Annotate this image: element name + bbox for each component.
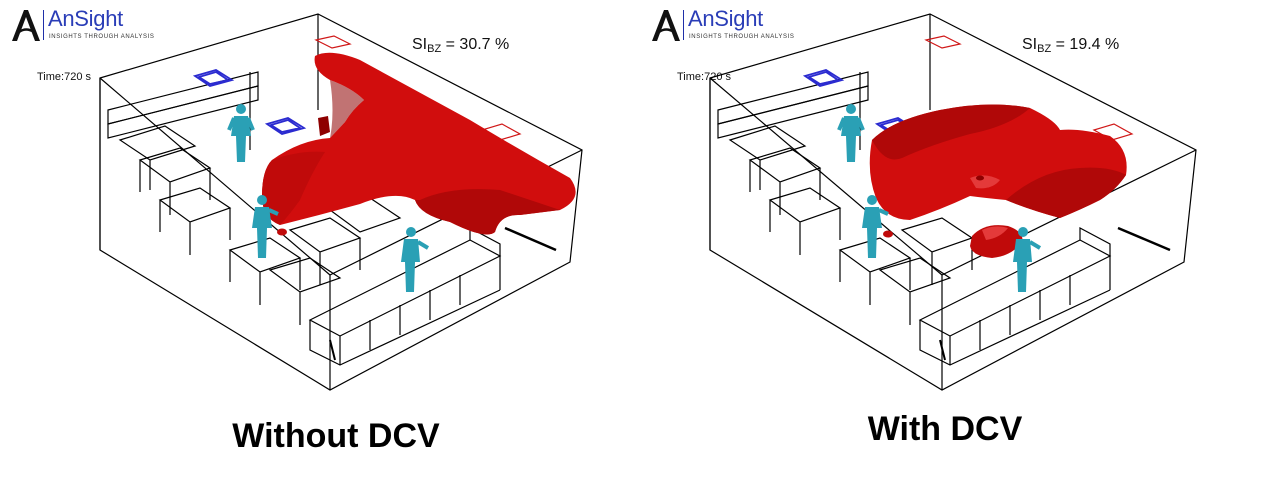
- occupant-1: [837, 104, 865, 162]
- occupant-2: [862, 195, 889, 258]
- caption-with-dcv: With DCV: [867, 410, 1023, 448]
- si-value-label: SIBZ = 19.4 %: [1022, 36, 1119, 55]
- room-wireframe: [99, 13, 583, 391]
- occupant-1: [227, 104, 255, 162]
- si-value: = 19.4 %: [1051, 36, 1120, 53]
- si-prefix: SI: [412, 36, 428, 53]
- logo-separator: [43, 10, 44, 40]
- room-wireframe: [709, 13, 1197, 391]
- si-subscript: BZ: [1037, 43, 1052, 55]
- occupant-3: [1013, 227, 1042, 292]
- si-prefix: SI: [1022, 36, 1038, 53]
- si-value: = 30.7 %: [441, 36, 510, 53]
- room-model: [709, 13, 1197, 391]
- logo-tagline: INSIGHTS THROUGH ANALYSIS: [689, 34, 795, 40]
- logo-tagline: INSIGHTS THROUGH ANALYSIS: [49, 34, 155, 40]
- time-label: Time:720 s: [37, 71, 92, 83]
- logo-separator: [683, 10, 684, 40]
- contaminant-plume: [869, 104, 1127, 258]
- si-value-label: SIBZ = 30.7 %: [412, 36, 509, 55]
- time-label: Time:720 s: [677, 71, 732, 83]
- ansight-logo-icon: [12, 10, 40, 41]
- panel-with-dcv: AnSight INSIGHTS THROUGH ANALYSIS Time:7…: [640, 0, 1280, 477]
- contaminant-plume: [262, 52, 576, 236]
- ansight-logo-icon: [652, 10, 680, 41]
- caption-without-dcv: Without DCV: [232, 417, 440, 455]
- occupant-2: [252, 195, 279, 258]
- room-model: [99, 13, 583, 391]
- occupant-3: [401, 227, 430, 292]
- logo-name: AnSight: [48, 6, 123, 31]
- occupant-figures: [837, 104, 1042, 292]
- logo-name: AnSight: [688, 6, 763, 31]
- panel-without-dcv: AnSight INSIGHTS THROUGH ANALYSIS Time:7…: [12, 6, 583, 455]
- occupant-figures: [227, 104, 430, 292]
- si-subscript: BZ: [427, 43, 442, 55]
